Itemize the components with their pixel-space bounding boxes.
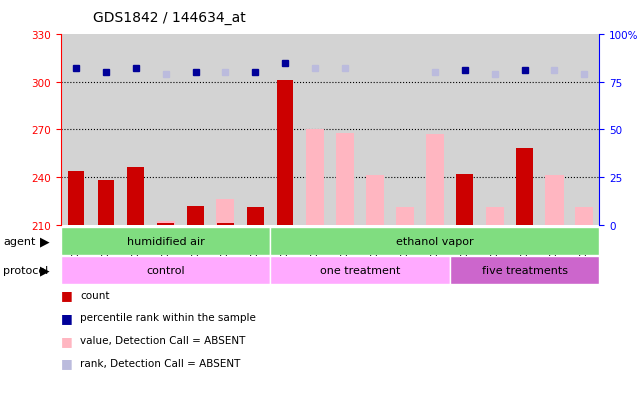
Text: ■: ■ xyxy=(61,334,72,347)
Text: ■: ■ xyxy=(61,356,72,370)
Bar xyxy=(61,227,271,255)
Bar xyxy=(187,206,204,225)
Bar xyxy=(336,133,354,225)
Bar xyxy=(68,171,84,225)
Bar xyxy=(366,176,384,225)
Text: ▶: ▶ xyxy=(40,235,50,248)
Bar xyxy=(517,149,533,225)
Bar xyxy=(306,130,324,225)
Text: ■: ■ xyxy=(61,288,72,301)
Bar xyxy=(128,168,144,225)
Text: ethanol vapor: ethanol vapor xyxy=(396,236,474,246)
Text: five treatments: five treatments xyxy=(481,266,567,275)
Text: value, Detection Call = ABSENT: value, Detection Call = ABSENT xyxy=(80,335,246,345)
Bar xyxy=(156,222,174,225)
Bar xyxy=(158,223,174,225)
Text: percentile rank within the sample: percentile rank within the sample xyxy=(80,313,256,323)
Text: ■: ■ xyxy=(61,311,72,324)
Text: count: count xyxy=(80,290,110,300)
Bar xyxy=(247,208,263,225)
Text: ▶: ▶ xyxy=(40,264,50,277)
Text: GDS1842 / 144634_at: GDS1842 / 144634_at xyxy=(93,11,246,25)
Bar xyxy=(426,135,444,225)
Bar xyxy=(217,200,235,225)
Bar xyxy=(271,227,599,255)
Text: humidified air: humidified air xyxy=(127,236,204,246)
Text: one treatment: one treatment xyxy=(320,266,400,275)
Text: protocol: protocol xyxy=(3,266,49,275)
Bar xyxy=(576,208,594,225)
Bar xyxy=(271,256,450,285)
Bar xyxy=(456,174,473,225)
Text: rank, Detection Call = ABSENT: rank, Detection Call = ABSENT xyxy=(80,358,240,368)
Bar xyxy=(486,208,504,225)
Text: agent: agent xyxy=(3,236,36,246)
Bar xyxy=(61,256,271,285)
Text: control: control xyxy=(146,266,185,275)
Bar xyxy=(450,256,599,285)
Bar xyxy=(545,176,563,225)
Bar xyxy=(217,223,233,225)
Bar xyxy=(97,181,114,225)
Bar xyxy=(277,81,294,225)
Bar xyxy=(396,208,414,225)
